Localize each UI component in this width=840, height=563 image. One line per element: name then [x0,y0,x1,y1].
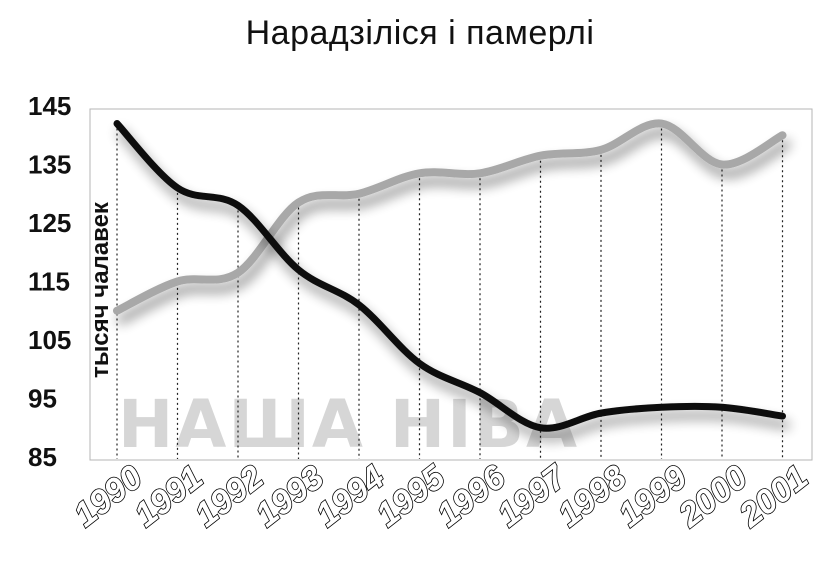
x-axis: 1990199119921993199419951996199719981999… [66,456,816,536]
y-tick-label: 115 [28,267,70,297]
watermark: НАША НІВА [118,386,579,463]
y-tick-label: 125 [28,208,71,238]
y-tick-label: 85 [28,442,57,472]
y-axis: 85 95 105 115 125 135 145 [28,91,72,473]
y-tick-label: 135 [28,150,71,180]
series-line-1 [113,119,787,315]
y-tick-label: 95 [28,384,57,414]
y-tick-label: 145 [28,91,71,121]
chart-title: Нарадзіліся і памерлі [245,14,595,52]
y-axis-label: тысяч чалавек [87,201,114,378]
series-lines [113,119,787,432]
plot-frame [89,108,813,461]
x-tick-label: 2001 [731,458,815,535]
y-tick-label: 105 [28,325,71,355]
